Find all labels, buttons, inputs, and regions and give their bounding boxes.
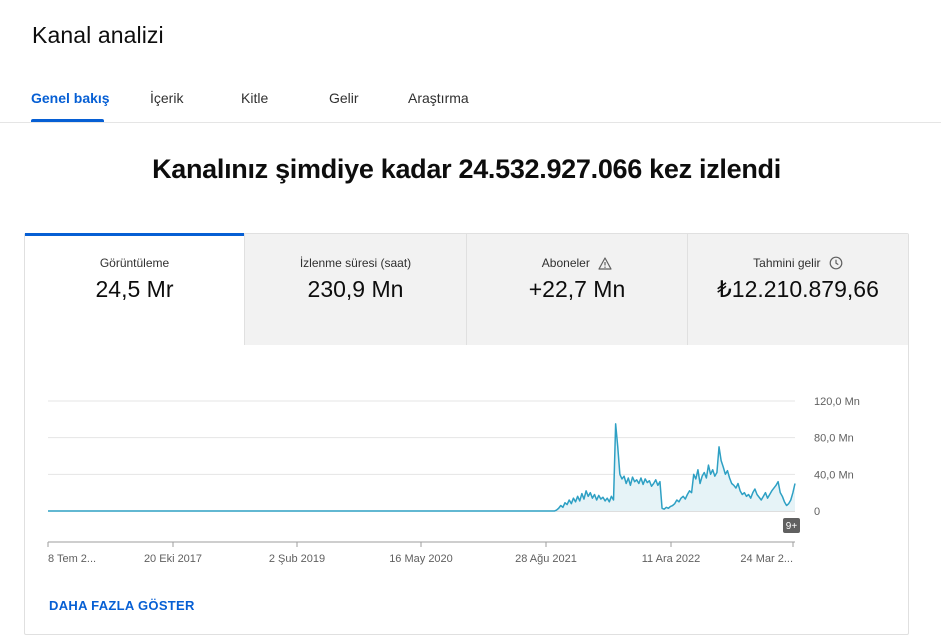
- x-tick-label: 28 Ağu 2021: [515, 553, 577, 565]
- metric-label: Görüntüleme: [99, 256, 170, 270]
- analytics-card: Görüntüleme 24,5 Mr İzlenme süresi (saat…: [24, 233, 909, 635]
- metric-label-text: Aboneler: [541, 256, 590, 270]
- y-tick-label: 40,0 Mn: [814, 469, 854, 481]
- metric-subscribers[interactable]: Aboneler +22,7 Mn: [467, 234, 687, 345]
- badge-bg: [783, 518, 800, 533]
- metric-watch-time[interactable]: İzlenme süresi (saat) 230,9 Mn: [245, 234, 466, 345]
- metric-value: 24,5 Mr: [95, 276, 174, 302]
- metric-label: İzlenme süresi (saat): [299, 256, 412, 270]
- warning-icon: [598, 257, 612, 273]
- x-tick-label: 20 Eki 2017: [144, 553, 202, 565]
- divider: [687, 234, 688, 345]
- series-line: [48, 423, 796, 512]
- total-views-headline: Kanalınız şimdiye kadar 24.532.927.066 k…: [152, 154, 781, 184]
- show-more-link[interactable]: DAHA FAZLA GÖSTER: [49, 598, 195, 613]
- tab-content[interactable]: İçerik: [150, 90, 184, 106]
- x-tick-label: 11 Ara 2022: [642, 553, 701, 565]
- metric-revenue[interactable]: Tahmini gelir ₺12.210.879,66: [688, 234, 908, 345]
- badge-label: 9+: [786, 521, 798, 532]
- x-tick-label: 16 May 2020: [389, 553, 453, 565]
- clock-icon: [829, 256, 843, 273]
- y-tick-label: 120,0 Mn: [814, 396, 860, 408]
- metric-label-text: Tahmini gelir: [753, 256, 821, 270]
- views-chart: 120,0 Mn 80,0 Mn 40,0 Mn 0 8 Tem 2... 20 Eki …: [47, 396, 860, 565]
- tab-audience[interactable]: Kitle: [241, 90, 269, 106]
- y-tick-label: 80,0 Mn: [814, 433, 854, 445]
- page-title: Kanal analizi: [32, 22, 164, 48]
- annotations-badge[interactable]: 9+: [783, 518, 800, 533]
- active-tab-indicator: [31, 119, 104, 122]
- metric-value: ₺12.210.879,66: [717, 276, 879, 302]
- x-tick-label: 24 Mar 2...: [740, 553, 793, 565]
- tab-bar: Genel bakış İçerik Kitle Gelir Araştırma: [0, 76, 941, 123]
- metric-label: Aboneler: [467, 256, 687, 273]
- tab-research[interactable]: Araştırma: [408, 90, 469, 106]
- series-area: [48, 423, 795, 511]
- x-tick-label: 2 Şub 2019: [269, 553, 325, 565]
- x-tick-label: 8 Tem 2...: [48, 553, 96, 565]
- tab-overview[interactable]: Genel bakış: [31, 90, 110, 106]
- metric-value: +22,7 Mn: [528, 276, 626, 302]
- metric-views[interactable]: Görüntüleme 24,5 Mr: [25, 233, 244, 345]
- tab-revenue[interactable]: Gelir: [329, 90, 359, 106]
- active-metric-indicator: [25, 233, 244, 236]
- y-tick-label: 0: [814, 506, 820, 518]
- metric-value: 230,9 Mn: [307, 276, 404, 302]
- metric-label: Tahmini gelir: [688, 256, 908, 273]
- divider: [244, 234, 245, 345]
- divider: [466, 234, 467, 345]
